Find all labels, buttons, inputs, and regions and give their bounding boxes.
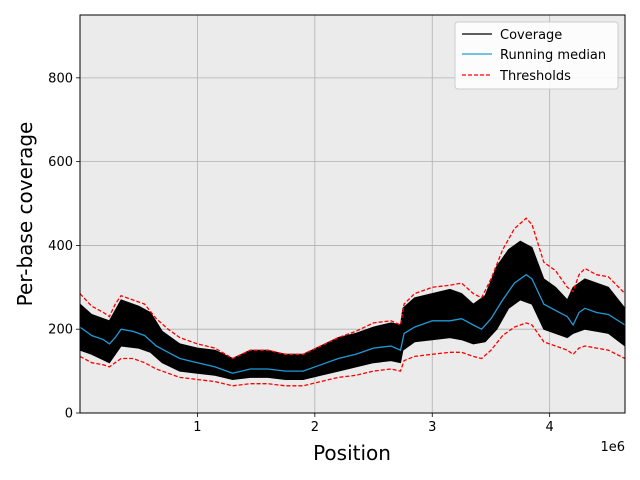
x-tick-label: 1 <box>193 420 201 435</box>
legend: Coverage Running median Thresholds <box>454 21 619 90</box>
y-tick-label: 200 <box>48 323 73 338</box>
y-tick-label: 800 <box>48 71 73 86</box>
axis-ticks: 1 2 3 4 0 200 400 600 800 <box>48 71 554 435</box>
y-axis-label: Per-base coverage <box>13 122 37 307</box>
legend-label-coverage: Coverage <box>500 28 562 43</box>
x-tick-label: 3 <box>428 420 436 435</box>
y-tick-label: 0 <box>65 407 73 422</box>
y-tick-label: 600 <box>48 155 73 170</box>
series-layer <box>79 217 626 387</box>
running-median-line <box>79 273 626 374</box>
y-tick-label: 400 <box>48 239 73 254</box>
x-tick-label: 2 <box>311 420 319 435</box>
x-offset-label: 1e6 <box>600 440 625 455</box>
thresholds-lower-line <box>79 322 626 387</box>
legend-box <box>454 21 619 90</box>
legend-label-running-median: Running median <box>500 48 606 63</box>
x-tick-label: 4 <box>546 420 554 435</box>
thresholds-upper-line <box>79 217 626 360</box>
legend-label-thresholds: Thresholds <box>499 69 571 84</box>
x-axis-label: Position <box>313 441 391 465</box>
plot-frame <box>79 14 626 414</box>
